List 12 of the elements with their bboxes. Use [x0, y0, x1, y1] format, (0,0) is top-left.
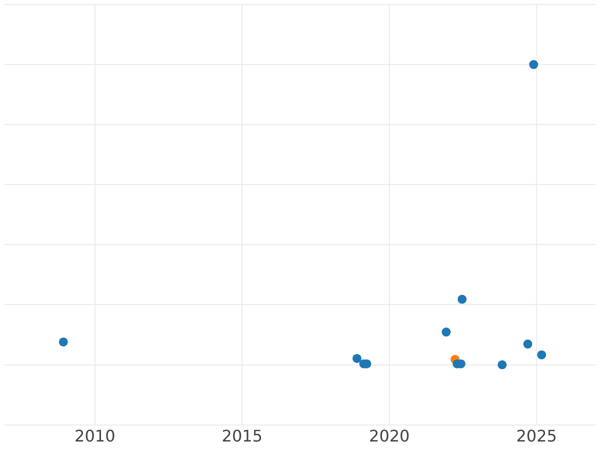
x-tick-label: 2015 — [222, 426, 262, 446]
point — [529, 60, 538, 70]
point — [523, 340, 532, 349]
point — [498, 360, 507, 370]
point — [458, 294, 467, 304]
point — [58, 337, 68, 346]
point — [537, 350, 546, 360]
x-tick-label: 2020 — [369, 426, 410, 446]
point — [352, 354, 362, 363]
x-tick-label: 2025 — [516, 426, 557, 446]
x-tick-label: 2010 — [74, 426, 116, 446]
point — [442, 328, 451, 337]
